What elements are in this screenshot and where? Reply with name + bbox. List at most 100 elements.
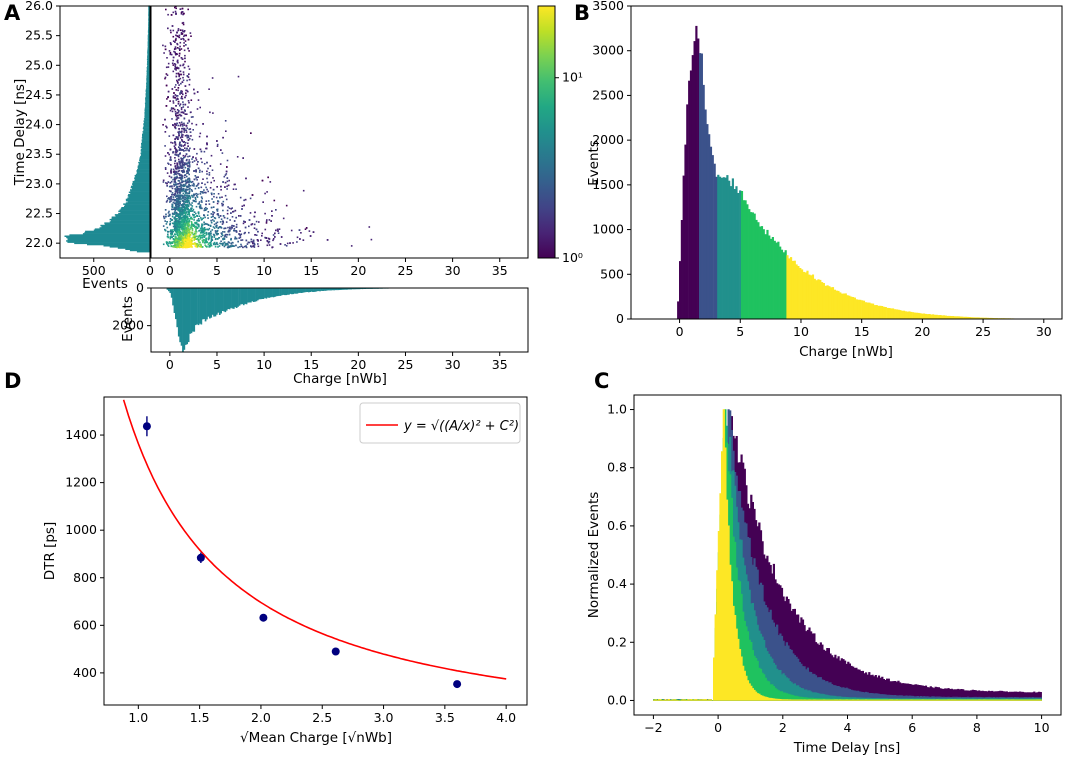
scatter-point [188, 240, 191, 242]
charge-hist-bar [866, 302, 869, 319]
scatter-point [182, 63, 185, 66]
left-hist-bar [143, 128, 150, 131]
scatter-point [199, 132, 202, 135]
left-hist-xtick-label: 500 [82, 263, 106, 278]
scatter-point [176, 31, 178, 34]
scatter-point [166, 57, 168, 59]
scatter-point [205, 237, 207, 240]
scatter-point [195, 159, 198, 161]
charge-hist-bar [808, 274, 811, 319]
scatter-point [253, 243, 256, 246]
scatter-point [194, 175, 197, 177]
left-hist-bar [146, 69, 150, 71]
scatter-point [257, 240, 259, 242]
charge-hist-bar [731, 178, 734, 319]
scatter-point [181, 231, 184, 234]
left-hist-bar [147, 46, 150, 49]
scatter-point [197, 218, 200, 220]
scatter-point [162, 225, 165, 227]
left-hist-bar [141, 137, 150, 139]
scatter-point [169, 159, 171, 161]
scatter-point [176, 186, 178, 188]
scatter-point [176, 80, 179, 83]
bottom-hist-bar [300, 288, 303, 293]
scatter-point [245, 239, 248, 242]
scatter-point [170, 159, 172, 161]
scatter-point [182, 233, 184, 236]
scatter-point [183, 122, 185, 125]
scatter-point [165, 201, 168, 203]
scatter-point [180, 166, 182, 169]
bottom-hist-bar [286, 288, 289, 295]
bottom-hist-bar [258, 288, 261, 300]
scatter-point [178, 84, 180, 86]
scatter-point [188, 230, 191, 233]
scatter-point [197, 211, 200, 214]
panel-d-legend: y = √((A/x)² + C²) [359, 402, 521, 444]
scatter-point [178, 216, 180, 218]
scatter-point [200, 217, 202, 219]
scatter-point [192, 208, 195, 211]
scatter-point [174, 141, 176, 143]
scatter-point [261, 235, 263, 237]
scatter-point [186, 233, 189, 235]
scatter-point [181, 165, 183, 168]
scatter-point [232, 211, 234, 213]
panel-d-xtick-label: 4.0 [496, 710, 516, 725]
scatter-point [176, 198, 178, 200]
left-hist-bar [111, 216, 150, 218]
scatter-point [268, 238, 271, 240]
scatter-point [198, 201, 201, 203]
scatter-point [165, 84, 168, 87]
left-hist-bar [137, 165, 150, 167]
scatter-point [266, 219, 268, 221]
charge-hist-bar [842, 293, 846, 319]
scatter-point [186, 216, 189, 219]
scatter-point [203, 150, 206, 153]
scatter-point [181, 139, 183, 141]
left-hist-bar [146, 87, 150, 89]
bottom-hist-ytick-label: 0 [136, 280, 144, 295]
scatter-point [199, 207, 202, 210]
left-hist-bar [144, 113, 150, 115]
scatter-point [204, 191, 206, 194]
scatter-point [182, 157, 185, 159]
scatter-point [235, 188, 237, 190]
left-hist-bar [134, 178, 150, 180]
scatter-point [187, 180, 189, 183]
left-hist-bar [147, 33, 150, 36]
scatter-point [183, 221, 186, 223]
panel-c-xtick-label: 0 [714, 720, 722, 735]
scatter-point [188, 164, 191, 166]
scatter-point [174, 6, 176, 9]
scatter-point [284, 244, 286, 246]
scatter-point [265, 220, 268, 223]
scatter-point [169, 53, 172, 56]
scatter-point [186, 189, 188, 191]
left-hist-bar [145, 106, 150, 108]
scatter-point [286, 242, 289, 245]
bottom-hist-bar [233, 288, 235, 309]
scatter-point [185, 188, 187, 190]
scatter-point [232, 188, 235, 190]
scatter-point [243, 199, 245, 202]
bottom-hist-bar [240, 288, 242, 305]
dtr-point [142, 422, 151, 431]
charge-hist-bar [680, 220, 683, 319]
scatter-point [226, 243, 228, 245]
left-hist-bar [84, 231, 150, 234]
colorbar-frame [537, 5, 556, 259]
scatter-point [186, 245, 188, 248]
panel-b-ytick-label: 0 [616, 311, 624, 326]
scatter-point [167, 244, 169, 246]
scatter-point [180, 149, 182, 151]
scatter-point [167, 181, 170, 183]
scatter-point [175, 12, 177, 15]
scatter-point [226, 209, 229, 212]
scatter-point [187, 145, 189, 147]
scatter-point [212, 213, 214, 216]
scatter-point [175, 243, 178, 246]
scatter-xtick-label: 35 [492, 263, 508, 278]
scatter-point [181, 194, 184, 197]
scatter-point [234, 238, 236, 240]
